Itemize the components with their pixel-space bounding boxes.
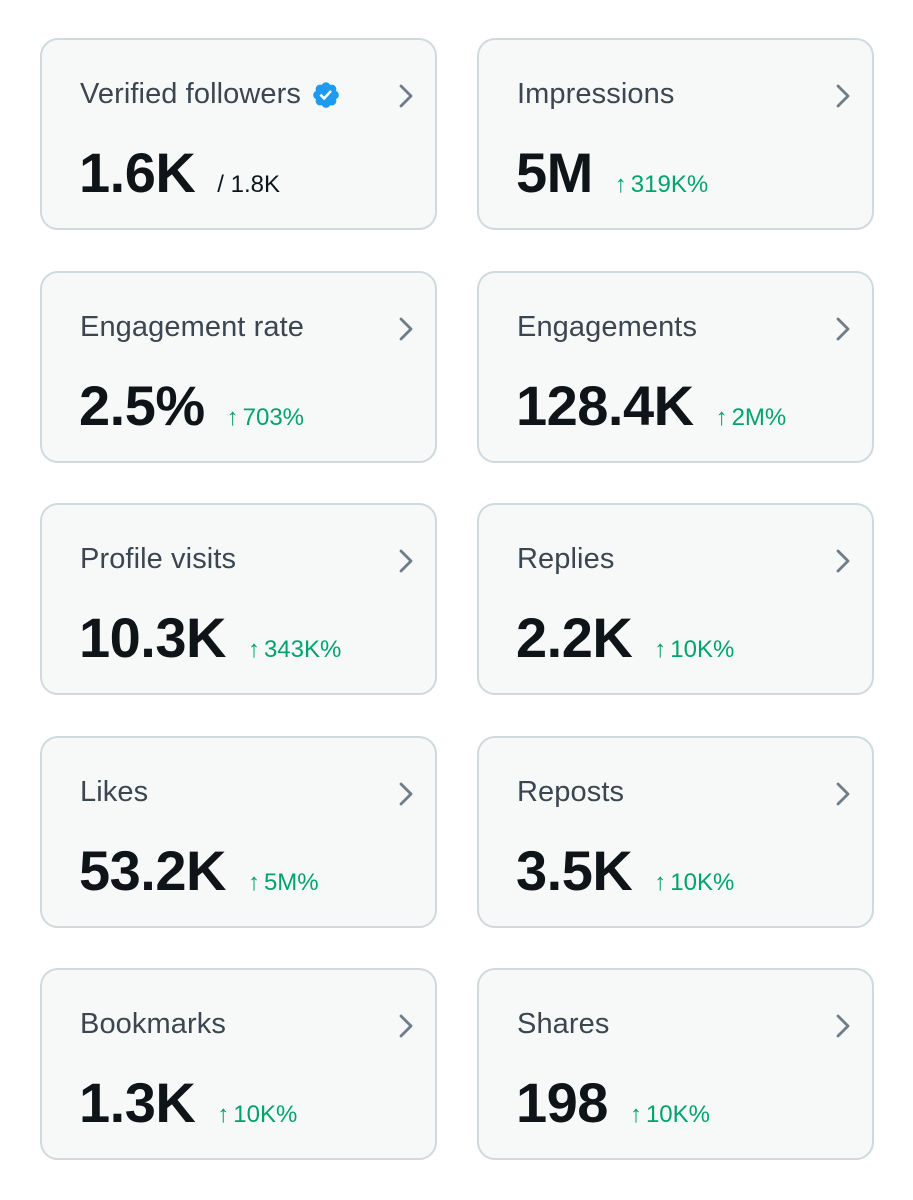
card-likes[interactable]: Likes 53.2K ↑ 5M% (40, 736, 437, 928)
up-arrow-icon: ↑ (654, 636, 667, 663)
metric-value: 1.3K (79, 1071, 196, 1134)
chevron-right-icon (399, 317, 413, 341)
metric-change: ↑ 343K% (248, 636, 341, 664)
up-arrow-icon: ↑ (614, 171, 627, 198)
metric-row: 1.6K / 1.8K (79, 140, 280, 205)
chevron-right-icon (836, 1014, 850, 1038)
card-title: Replies (517, 543, 615, 575)
chevron-right-icon (836, 84, 850, 108)
metric-row: 10.3K ↑ 343K% (79, 605, 341, 670)
verified-badge-icon (313, 81, 339, 108)
chevron-right-icon (836, 549, 850, 573)
card-title: Verified followers (80, 78, 341, 111)
metric-change-value: 10K% (645, 1101, 710, 1128)
metric-value: 10.3K (79, 606, 226, 669)
chevron-right-icon (399, 1014, 413, 1038)
metric-change-value: 10K% (233, 1101, 298, 1128)
metric-value: 3.5K (516, 839, 633, 902)
metric-change: ↑ 5M% (248, 869, 319, 897)
metric-value: 5M (516, 141, 593, 204)
chevron-right-icon (836, 317, 850, 341)
up-arrow-icon: ↑ (217, 1101, 230, 1128)
up-arrow-icon: ↑ (247, 636, 260, 663)
up-arrow-icon: ↑ (629, 1101, 642, 1128)
card-impressions[interactable]: Impressions 5M ↑ 319K% (477, 38, 874, 230)
card-title-text: Verified followers (80, 78, 302, 110)
metric-value: 198 (516, 1071, 608, 1134)
chevron-right-icon (399, 84, 413, 108)
card-title: Reposts (517, 776, 625, 808)
card-title: Profile visits (80, 543, 237, 575)
metric-row: 2.5% ↑ 703% (79, 373, 304, 438)
metric-value: 1.6K (79, 141, 196, 204)
metric-row: 3.5K ↑ 10K% (516, 838, 734, 903)
metric-value: 2.5% (79, 374, 205, 437)
metric-change: ↑ 2M% (716, 404, 787, 432)
metric-change: ↑ 10K% (217, 1101, 297, 1129)
card-title: Bookmarks (80, 1008, 226, 1040)
metric-total: / 1.8K (217, 171, 281, 198)
card-title: Likes (80, 776, 149, 808)
up-arrow-icon: ↑ (654, 869, 667, 896)
card-shares[interactable]: Shares 198 ↑ 10K% (477, 968, 874, 1160)
metric-change: ↑ 703% (227, 404, 304, 432)
metric-value: 2.2K (516, 606, 633, 669)
card-engagements[interactable]: Engagements 128.4K ↑ 2M% (477, 271, 874, 463)
card-engagement-rate[interactable]: Engagement rate 2.5% ↑ 703% (40, 271, 437, 463)
up-arrow-icon: ↑ (715, 404, 728, 431)
metric-row: 198 ↑ 10K% (516, 1070, 710, 1135)
card-verified-followers[interactable]: Verified followers 1.6K / 1.8K (40, 38, 437, 230)
metric-row: 53.2K ↑ 5M% (79, 838, 319, 903)
metric-change-value: 5M% (263, 869, 319, 896)
metric-change-value: 10K% (670, 869, 735, 896)
metric-row: 2.2K ↑ 10K% (516, 605, 734, 670)
chevron-right-icon (399, 549, 413, 573)
metric-change-value: 10K% (670, 636, 735, 663)
card-title: Shares (517, 1008, 610, 1040)
metric-change: ↑ 10K% (630, 1101, 710, 1129)
metric-row: 128.4K ↑ 2M% (516, 373, 786, 438)
metric-change: ↑ 319K% (615, 171, 708, 199)
metric-value: 128.4K (516, 374, 694, 437)
card-bookmarks[interactable]: Bookmarks 1.3K ↑ 10K% (40, 968, 437, 1160)
card-replies[interactable]: Replies 2.2K ↑ 10K% (477, 503, 874, 695)
chevron-right-icon (399, 782, 413, 806)
card-title: Engagement rate (80, 311, 304, 343)
metric-change-value: 343K% (263, 636, 342, 663)
card-title: Impressions (517, 78, 675, 110)
chevron-right-icon (836, 782, 850, 806)
card-reposts[interactable]: Reposts 3.5K ↑ 10K% (477, 736, 874, 928)
metric-value: 53.2K (79, 839, 226, 902)
card-title: Engagements (517, 311, 698, 343)
up-arrow-icon: ↑ (247, 869, 260, 896)
metric-row: 1.3K ↑ 10K% (79, 1070, 297, 1135)
metric-change: ↑ 10K% (654, 636, 734, 664)
card-profile-visits[interactable]: Profile visits 10.3K ↑ 343K% (40, 503, 437, 695)
metric-change: ↑ 10K% (654, 869, 734, 897)
metric-row: 5M ↑ 319K% (516, 140, 708, 205)
up-arrow-icon: ↑ (226, 404, 239, 431)
metric-change-value: 2M% (731, 404, 787, 431)
metric-change-value: 703% (242, 404, 305, 431)
metric-change-value: 319K% (630, 171, 709, 198)
